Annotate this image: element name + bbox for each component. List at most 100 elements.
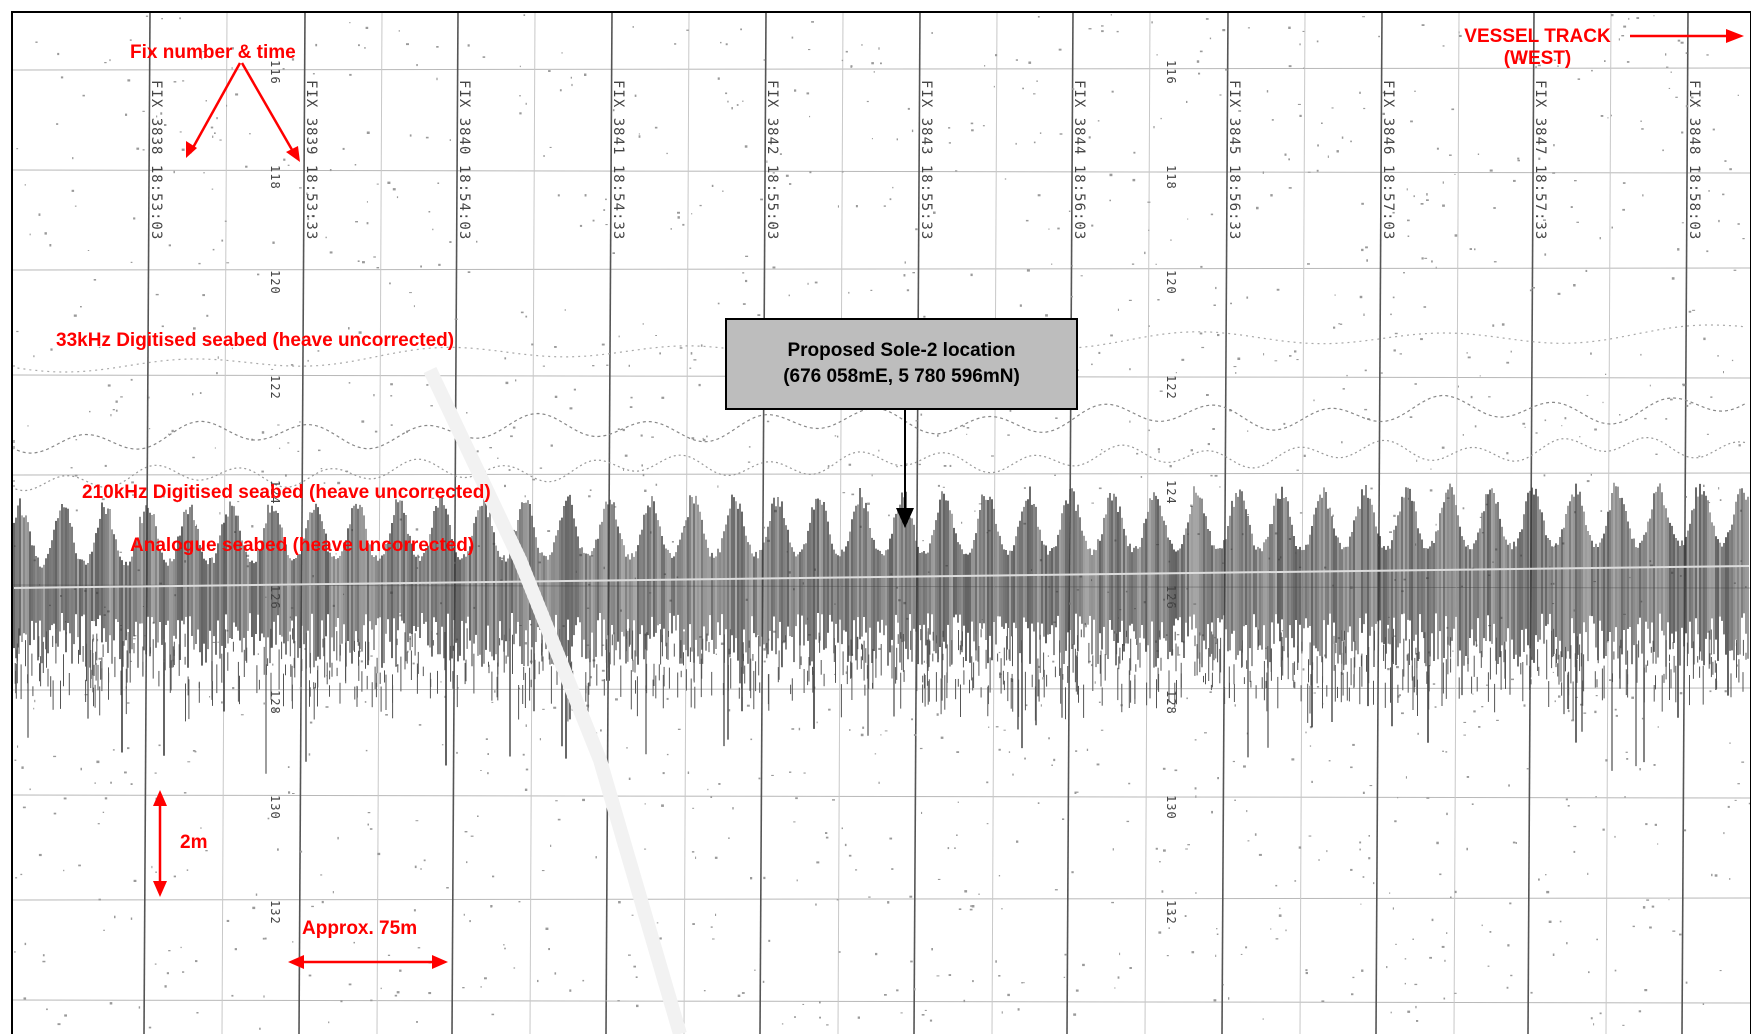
noise-speck	[1129, 420, 1131, 423]
scale-horizontal-label: Approx. 75m	[302, 918, 418, 939]
noise-speck	[1243, 765, 1246, 768]
noise-speck	[1553, 59, 1556, 61]
noise-speck	[896, 466, 898, 468]
noise-speck	[1681, 222, 1684, 224]
noise-speck	[1289, 355, 1292, 357]
noise-speck	[15, 877, 18, 879]
noise-speck	[1632, 925, 1635, 928]
noise-speck	[706, 435, 708, 438]
noise-speck	[349, 73, 352, 76]
noise-speck	[1170, 239, 1172, 241]
noise-speck	[1096, 763, 1100, 766]
noise-speck	[1166, 955, 1169, 957]
noise-speck	[125, 113, 128, 116]
noise-speck	[815, 903, 817, 906]
noise-speck	[1086, 748, 1089, 751]
noise-speck	[592, 365, 595, 367]
noise-speck	[377, 852, 381, 856]
noise-speck	[595, 856, 597, 859]
noise-speck	[1281, 630, 1283, 632]
noise-speck	[432, 228, 434, 231]
noise-speck	[1332, 584, 1334, 587]
noise-speck	[1586, 480, 1590, 483]
noise-speck	[796, 879, 798, 882]
noise-speck	[14, 759, 17, 761]
noise-speck	[360, 660, 363, 663]
noise-speck	[114, 915, 116, 919]
noise-speck	[554, 972, 557, 975]
noise-speck	[1405, 776, 1407, 779]
noise-speck	[42, 954, 45, 957]
noise-speck	[64, 1014, 67, 1017]
noise-speck	[1683, 829, 1687, 832]
noise-speck	[63, 869, 65, 872]
noise-speck	[299, 187, 302, 189]
noise-speck	[110, 414, 112, 417]
noise-speck	[554, 346, 557, 348]
noise-speck	[1473, 710, 1476, 713]
noise-speck	[1737, 94, 1739, 96]
noise-speck	[547, 530, 551, 532]
noise-speck	[78, 864, 81, 867]
noise-speck	[1166, 912, 1170, 916]
noise-speck	[998, 875, 1001, 877]
noise-speck	[1414, 383, 1417, 385]
noise-speck	[53, 812, 57, 815]
noise-speck	[644, 848, 647, 850]
noise-speck	[72, 157, 74, 160]
noise-speck	[1157, 448, 1160, 451]
noise-speck	[1318, 859, 1320, 861]
noise-speck	[631, 914, 634, 916]
noise-speck	[1313, 692, 1316, 694]
noise-speck	[1543, 474, 1546, 477]
noise-speck	[42, 960, 46, 963]
noise-speck	[1019, 304, 1022, 307]
noise-speck	[156, 115, 158, 118]
noise-speck	[373, 394, 375, 397]
noise-speck	[1449, 154, 1452, 156]
noise-speck	[413, 305, 415, 308]
noise-speck	[1529, 289, 1533, 292]
noise-speck	[522, 753, 525, 756]
noise-speck	[998, 748, 1001, 751]
noise-speck	[827, 465, 830, 467]
noise-speck	[1246, 810, 1248, 813]
noise-speck	[1623, 25, 1627, 28]
noise-speck	[1350, 140, 1352, 143]
noise-speck	[995, 726, 999, 728]
noise-speck	[993, 85, 995, 88]
noise-speck	[33, 707, 35, 710]
noise-speck	[205, 850, 208, 852]
noise-speck	[1441, 446, 1445, 449]
noise-speck	[1389, 531, 1392, 533]
noise-speck	[133, 638, 136, 640]
fix-label: FIX 3839 18:53:33	[303, 80, 319, 241]
noise-speck	[1423, 306, 1427, 308]
noise-speck	[966, 427, 970, 429]
grid-line-horizontal	[11, 267, 1751, 271]
noise-speck	[768, 638, 770, 641]
noise-speck	[906, 463, 908, 465]
noise-speck	[957, 801, 959, 803]
noise-speck	[324, 337, 327, 340]
noise-speck	[999, 673, 1002, 675]
noise-speck	[1007, 434, 1010, 436]
noise-speck	[1467, 356, 1471, 359]
noise-speck	[271, 368, 274, 370]
noise-speck	[349, 22, 351, 24]
noise-speck	[1361, 202, 1364, 205]
noise-speck	[366, 222, 369, 225]
noise-speck	[428, 992, 432, 995]
noise-speck	[896, 989, 899, 992]
noise-speck	[1406, 188, 1408, 191]
noise-speck	[1593, 1023, 1595, 1026]
noise-speck	[409, 134, 412, 137]
noise-speck	[757, 314, 761, 316]
noise-speck	[1247, 514, 1249, 515]
noise-speck	[1626, 61, 1630, 63]
noise-speck	[1054, 474, 1056, 476]
noise-speck	[430, 405, 433, 407]
depth-label: 132	[1164, 900, 1178, 925]
noise-speck	[267, 817, 270, 820]
